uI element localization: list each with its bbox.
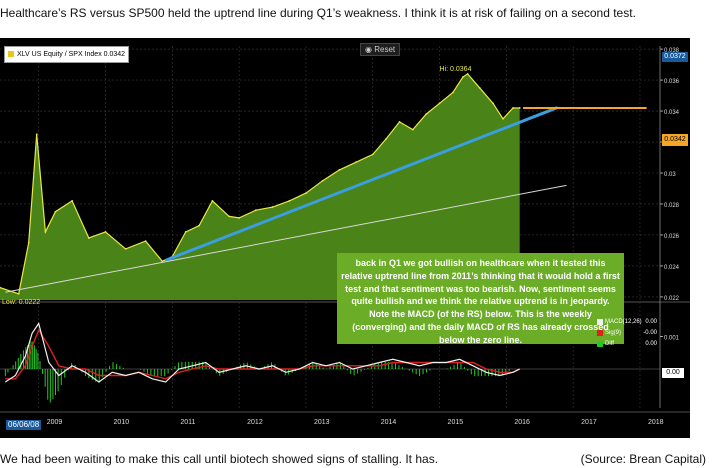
rs-point bbox=[228, 215, 231, 218]
rs-point bbox=[0, 286, 1, 289]
rs-point bbox=[211, 199, 214, 202]
rs-point bbox=[425, 113, 428, 116]
rs-point bbox=[238, 217, 241, 219]
secondary-trendline bbox=[5, 184, 567, 293]
x-tick-label: 2014 bbox=[381, 419, 397, 426]
chart-panel: 2009 2010 2011 2012 2013 2014 2015 2016 2017 2018… bbox=[0, 38, 690, 438]
x-tick-label: 2012 bbox=[247, 419, 263, 426]
signal-legend-row: Sig(9) -0.00 bbox=[597, 328, 657, 339]
top-value-tag: 0.0372 bbox=[662, 52, 688, 62]
rs-area bbox=[0, 73, 520, 301]
rs-point bbox=[338, 169, 341, 171]
rs-point bbox=[355, 161, 357, 164]
macd-zero-tag: 0.00 bbox=[662, 368, 684, 378]
source-caption: (Source: Brean Capital) bbox=[580, 452, 706, 466]
rs-point bbox=[305, 192, 307, 195]
rs-point bbox=[27, 241, 30, 244]
rs-point bbox=[288, 199, 291, 202]
rs-point bbox=[161, 260, 164, 263]
macd-y-tick-label: 0.001 bbox=[664, 336, 680, 342]
current-value-tag: 0.0342 bbox=[662, 134, 688, 146]
rs-point bbox=[371, 153, 374, 156]
rs-point bbox=[271, 206, 274, 208]
y-tick-label: 0.03 bbox=[664, 172, 676, 178]
macd-legend-row: MACD(12,26) 0.00 bbox=[597, 317, 657, 328]
macd-legend: MACD(12,26) 0.00 Sig(9) -0.00 Diff 0.00 bbox=[597, 317, 657, 350]
rs-point bbox=[478, 86, 481, 89]
rs-point bbox=[502, 117, 504, 120]
x-tick-label: 2016 bbox=[514, 419, 530, 426]
signal-swatch bbox=[597, 330, 603, 336]
rs-point bbox=[104, 230, 107, 233]
rs-point bbox=[411, 128, 414, 131]
rs-point bbox=[321, 179, 324, 182]
rs-point bbox=[466, 72, 469, 75]
high-label: Hi: 0.0364 bbox=[440, 66, 472, 73]
rs-point bbox=[512, 107, 514, 109]
rs-point bbox=[438, 102, 441, 105]
reset-label: Reset bbox=[374, 45, 396, 54]
diff-legend-value: 0.00 bbox=[645, 341, 657, 347]
x-tick-label: 2009 bbox=[47, 419, 63, 426]
x-tick-label: 2017 bbox=[581, 419, 597, 426]
x-tick-label: 2011 bbox=[180, 419, 195, 426]
y-tick-label: 0.034 bbox=[664, 110, 680, 116]
macd-legend-label: MACD(12,26) bbox=[605, 319, 642, 325]
rs-point bbox=[124, 247, 127, 250]
rs-point bbox=[492, 102, 494, 105]
y-tick-label: 0.036 bbox=[664, 79, 680, 85]
legend-swatch bbox=[8, 51, 14, 57]
rs-point bbox=[44, 230, 47, 233]
low-label: Low: 0.0222 bbox=[2, 299, 40, 306]
rs-point bbox=[462, 76, 464, 78]
legend: XLV US Equity / SPX Index 0.0342 bbox=[4, 46, 130, 63]
reset-icon: ◉ bbox=[365, 45, 372, 54]
uptrend-line bbox=[165, 106, 558, 262]
rs-point bbox=[518, 107, 521, 109]
y-tick-label: 0.026 bbox=[664, 234, 680, 240]
macd-legend-value: 0.00 bbox=[645, 319, 657, 325]
diff-legend-label: Diff bbox=[605, 341, 614, 347]
x-tick-label: 2013 bbox=[314, 419, 330, 426]
macd-line bbox=[4, 322, 520, 383]
rs-point bbox=[87, 237, 90, 239]
diff-swatch bbox=[597, 341, 603, 347]
signal-legend-value: -0.00 bbox=[643, 330, 657, 336]
legend-value: 0.0342 bbox=[103, 51, 126, 58]
reset-button[interactable]: ◉ Reset bbox=[360, 43, 401, 56]
rs-point bbox=[398, 120, 401, 123]
macd-swatch bbox=[597, 319, 603, 325]
rs-point bbox=[54, 210, 57, 213]
x-tick-label: 2010 bbox=[114, 419, 130, 426]
signal-legend-label: Sig(9) bbox=[605, 330, 622, 336]
top-caption: Healthcare’s RS versus SP500 held the up… bbox=[0, 6, 636, 20]
rs-point bbox=[452, 91, 454, 94]
legend-label: XLV US Equity / SPX Index bbox=[17, 51, 102, 58]
x-tick-label: 2015 bbox=[448, 419, 464, 426]
rs-point bbox=[385, 138, 388, 140]
chart-canvas: 2009 2010 2011 2012 2013 2014 2015 2016 2017 2018… bbox=[0, 46, 690, 426]
rs-point bbox=[35, 133, 38, 136]
y-tick-label: 0.038 bbox=[664, 48, 680, 54]
annotation-box: back in Q1 we got bullish on healthcare … bbox=[337, 253, 624, 345]
start-date-label: 06/06/08 bbox=[6, 420, 42, 430]
rs-point bbox=[198, 224, 200, 227]
rs-point bbox=[254, 209, 257, 212]
diff-legend-row: Diff 0.00 bbox=[597, 339, 657, 350]
y-tick-label: 0.022 bbox=[664, 296, 680, 302]
rs-point bbox=[144, 240, 147, 243]
rs-point bbox=[71, 199, 74, 202]
rs-point bbox=[184, 230, 187, 233]
x-tick-label: 2018 bbox=[648, 419, 664, 426]
rs-point bbox=[17, 292, 20, 295]
bottom-caption: We had been waiting to make this call un… bbox=[0, 452, 439, 466]
y-tick-label: 0.024 bbox=[664, 265, 680, 271]
y-tick-label: 0.028 bbox=[664, 203, 680, 209]
